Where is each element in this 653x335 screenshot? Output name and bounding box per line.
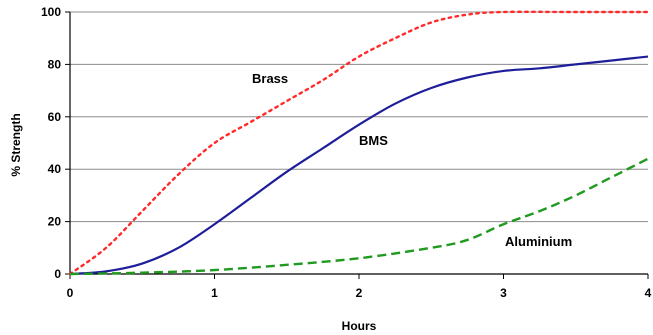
x-tick-label: 4 — [645, 286, 652, 300]
y-axis-title: % Strength — [9, 113, 23, 176]
series-line-aluminium — [69, 157, 649, 276]
y-tick-label: 100 — [41, 5, 61, 19]
series-label-brass: Brass — [252, 71, 288, 86]
series-line-bms — [69, 55, 649, 276]
series-line-brass — [68, 10, 650, 276]
y-tick-label: 40 — [48, 162, 62, 176]
series-label-bms: BMS — [359, 133, 388, 148]
tick-labels: 0 20 40 60 80 100 0 1 2 3 4 — [41, 5, 652, 300]
x-axis-title: Hours — [342, 319, 377, 333]
x-tick-label: 1 — [211, 286, 218, 300]
series-label-aluminium: Aluminium — [505, 234, 572, 249]
y-tick-label: 20 — [48, 215, 62, 229]
y-tick-label: 80 — [48, 57, 62, 71]
gridlines — [70, 11, 648, 223]
y-tick-label: 60 — [48, 110, 62, 124]
series-lines — [68, 10, 650, 276]
x-tick-label: 3 — [500, 286, 507, 300]
x-tick-label: 2 — [356, 286, 363, 300]
x-tick-label: 0 — [67, 286, 74, 300]
y-tick-label: 0 — [54, 267, 61, 281]
